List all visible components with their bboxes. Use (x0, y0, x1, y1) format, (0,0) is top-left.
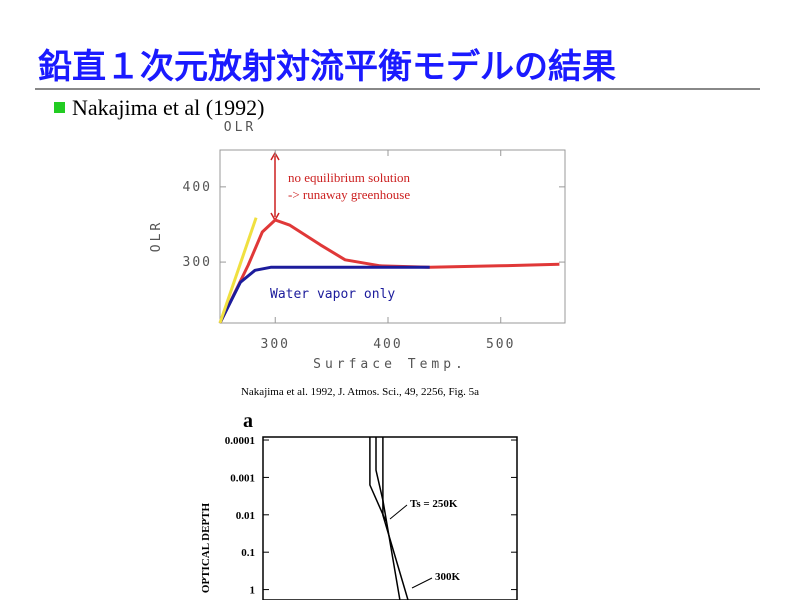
y-tick-label: 0.0001 (225, 435, 255, 447)
annotation: Water vapor only (270, 287, 395, 302)
x-tick-label: 400 (373, 337, 402, 352)
y-tick-label: 0.001 (230, 472, 255, 484)
series-line (369, 437, 387, 522)
series-line (218, 218, 560, 324)
pointer (411, 577, 433, 589)
slide-title: 鉛直１次元放射対流平衡モデルの結果 (38, 47, 616, 87)
series-line (375, 437, 401, 600)
pointer (389, 504, 408, 520)
y-tick-label: 400 (183, 180, 212, 195)
y-axis-label: OPTICAL DEPTH (200, 502, 212, 593)
chart-title: a (243, 410, 253, 432)
y-tick-label: 300 (183, 255, 212, 270)
y-tick-label: 0.01 (236, 510, 255, 522)
y-axis-label: OLR (149, 220, 164, 252)
x-axis-label: Surface Temp. (313, 357, 467, 372)
y-tick-label: 1 (250, 585, 256, 597)
plot-frame (262, 436, 518, 600)
annotation: Ts = 250K (410, 498, 458, 510)
annotation: no equilibrium solution (288, 170, 411, 185)
series-line (218, 217, 258, 324)
figure-caption: Nakajima et al. 1992, J. Atmos. Sci., 49… (241, 386, 479, 398)
annotation: -> runaway greenhouse (288, 187, 410, 202)
y-tick-label: 0.1 (241, 547, 255, 559)
x-tick-label: 500 (486, 337, 515, 352)
series-line (218, 265, 430, 324)
series-line (382, 437, 409, 600)
x-tick-label: 300 (261, 337, 290, 352)
annotation: 300K (435, 571, 461, 583)
bullet-text: Nakajima et al (1992) (72, 95, 264, 120)
plot-frame (219, 149, 566, 324)
bullet-marker (54, 102, 65, 113)
chart-title: OLR (224, 120, 256, 135)
